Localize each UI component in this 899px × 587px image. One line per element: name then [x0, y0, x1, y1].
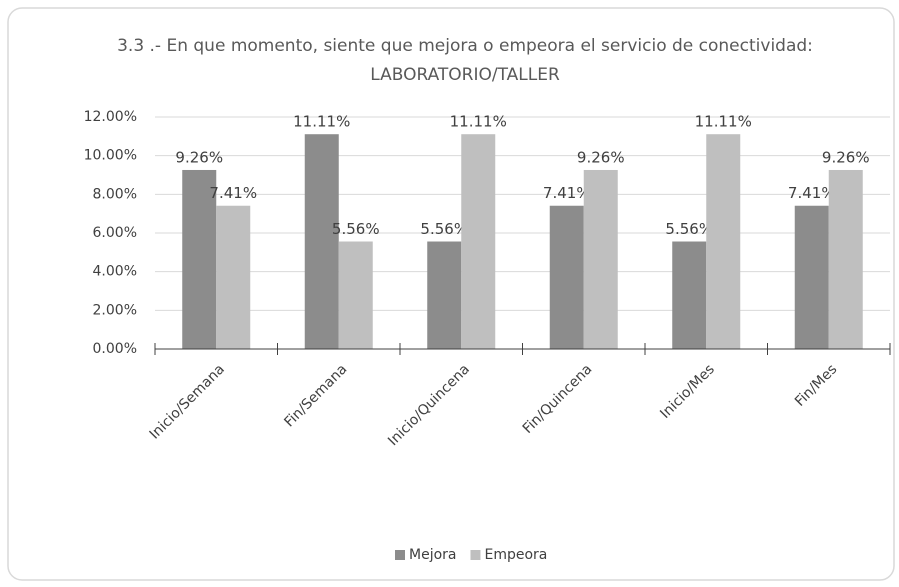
y-tick-label: 0.00% — [93, 341, 137, 357]
chart-title: 3.3 .- En que momento, siente que mejora… — [117, 36, 813, 85]
data-label: 11.11% — [450, 113, 507, 131]
data-label: 7.41% — [788, 184, 836, 202]
legend-swatch — [395, 550, 405, 560]
data-label: 7.41% — [543, 184, 591, 202]
legend-label: Empeora — [484, 547, 547, 563]
bar — [706, 134, 741, 349]
data-label: 7.41% — [209, 184, 257, 202]
y-tick-label: 6.00% — [93, 225, 137, 241]
data-label: 5.56% — [332, 220, 380, 238]
y-tick-label: 4.00% — [93, 264, 137, 280]
bar — [794, 205, 829, 349]
data-label: 9.26% — [822, 148, 870, 166]
bar — [672, 241, 707, 349]
bar — [182, 169, 217, 349]
data-label: 9.26% — [577, 148, 625, 166]
y-tick-label: 12.00% — [84, 109, 137, 125]
y-tick-label: 2.00% — [93, 302, 137, 318]
data-label: 11.11% — [293, 113, 350, 131]
data-label: 11.11% — [695, 113, 752, 131]
bar — [583, 169, 618, 349]
bar — [461, 134, 496, 349]
legend-label: Mejora — [409, 547, 456, 563]
y-tick-label: 10.00% — [84, 148, 137, 164]
bar — [216, 205, 251, 349]
bar — [549, 205, 584, 349]
bar — [828, 169, 863, 349]
data-label: 9.26% — [175, 148, 223, 166]
data-label: 5.56% — [420, 220, 468, 238]
bar — [427, 241, 462, 349]
bar — [338, 241, 373, 349]
bar — [304, 134, 339, 349]
y-tick-label: 8.00% — [93, 186, 137, 202]
data-label: 5.56% — [665, 220, 713, 238]
legend-swatch — [470, 550, 481, 560]
